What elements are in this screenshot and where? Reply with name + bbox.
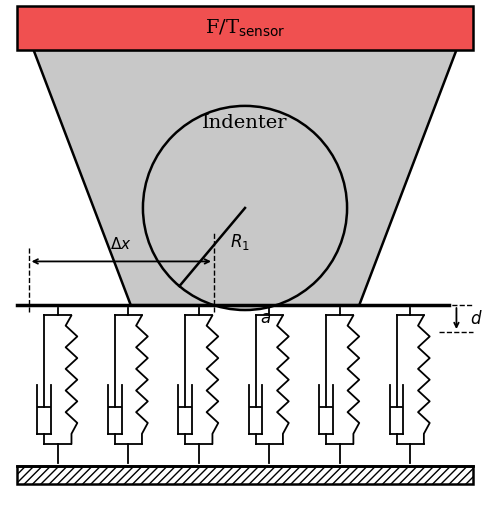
Text: $\Delta x$: $\Delta x$ xyxy=(111,236,132,252)
Text: $a$: $a$ xyxy=(260,310,271,327)
Text: $d$: $d$ xyxy=(470,310,483,327)
Circle shape xyxy=(143,106,347,310)
Bar xyxy=(17,6,473,50)
Text: $R_1$: $R_1$ xyxy=(230,232,250,252)
Bar xyxy=(17,466,473,484)
Text: F/T$_{\mathrm{sensor}}$: F/T$_{\mathrm{sensor}}$ xyxy=(205,18,285,39)
Polygon shape xyxy=(33,50,457,305)
Text: Indenter: Indenter xyxy=(202,114,288,132)
